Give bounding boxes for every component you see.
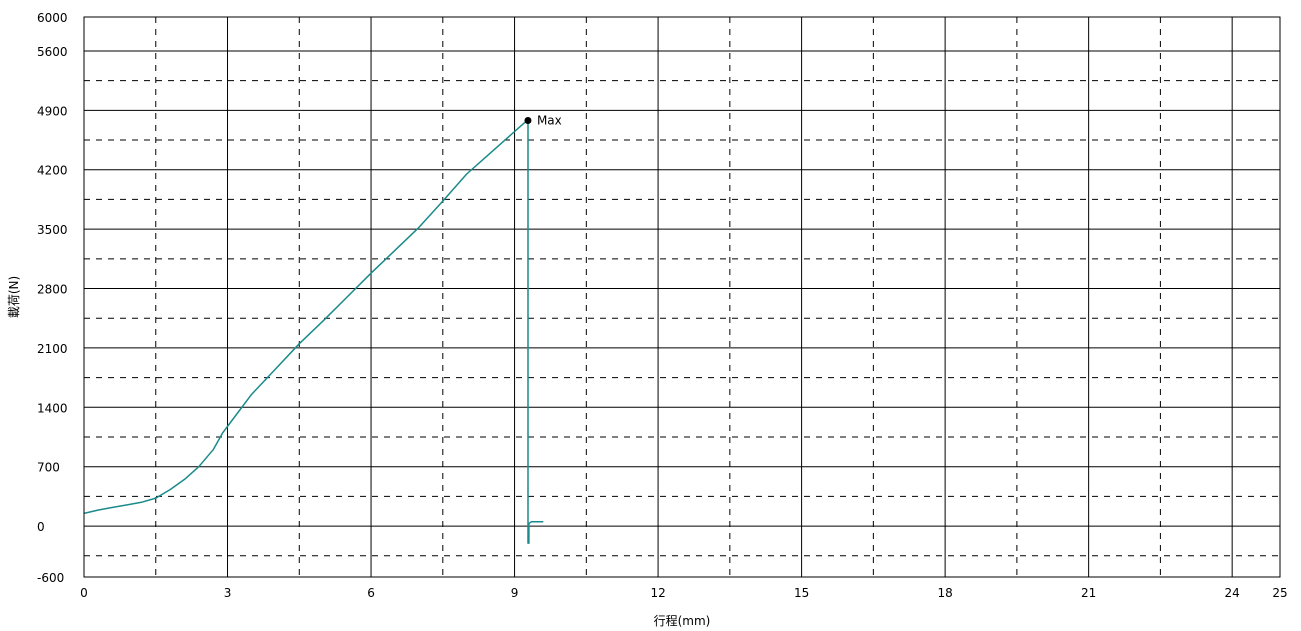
max-point-marker bbox=[524, 117, 532, 125]
y-tick-label: 0 bbox=[37, 520, 45, 534]
grid bbox=[84, 17, 1280, 577]
x-tick-label: 0 bbox=[80, 586, 88, 600]
x-tick-label: 18 bbox=[937, 586, 952, 600]
y-tick-label: 1400 bbox=[37, 401, 68, 415]
x-tick-label: 24 bbox=[1225, 586, 1240, 600]
y-tick-label: -600 bbox=[37, 571, 64, 585]
series-line bbox=[83, 119, 544, 544]
y-tick-label: 6000 bbox=[37, 11, 68, 25]
x-tick-label: 9 bbox=[511, 586, 519, 600]
x-tick-labels: 0 3 6 9 12 15 18 21 24 25 bbox=[80, 586, 1287, 600]
x-axis-label: 行程(mm) bbox=[654, 613, 711, 628]
x-tick-label: 21 bbox=[1081, 586, 1096, 600]
plot-frame bbox=[83, 16, 1281, 578]
x-tick-label: 3 bbox=[224, 586, 232, 600]
series-layer bbox=[83, 119, 544, 544]
y-tick-label: 2800 bbox=[37, 283, 68, 297]
annotation-layer: Max bbox=[524, 114, 562, 128]
y-axis-label: 載荷(N) bbox=[7, 276, 21, 318]
y-tick-label: 2100 bbox=[37, 342, 68, 356]
y-tick-label: 3500 bbox=[37, 223, 68, 237]
x-tick-label: 6 bbox=[367, 586, 375, 600]
x-tick-label: 12 bbox=[650, 586, 665, 600]
max-label: Max bbox=[537, 114, 562, 128]
x-tick-label: 15 bbox=[794, 586, 809, 600]
y-tick-label: 700 bbox=[37, 461, 60, 475]
x-tick-label: 25 bbox=[1272, 586, 1287, 600]
y-tick-label: 5600 bbox=[37, 45, 68, 59]
y-tick-label: 4900 bbox=[37, 104, 68, 118]
y-tick-label: 4200 bbox=[37, 164, 68, 178]
y-tick-labels: 6000 5600 4900 4200 3500 2800 2100 1400 700 0 -600 bbox=[37, 11, 68, 585]
plot-background bbox=[84, 17, 1280, 577]
